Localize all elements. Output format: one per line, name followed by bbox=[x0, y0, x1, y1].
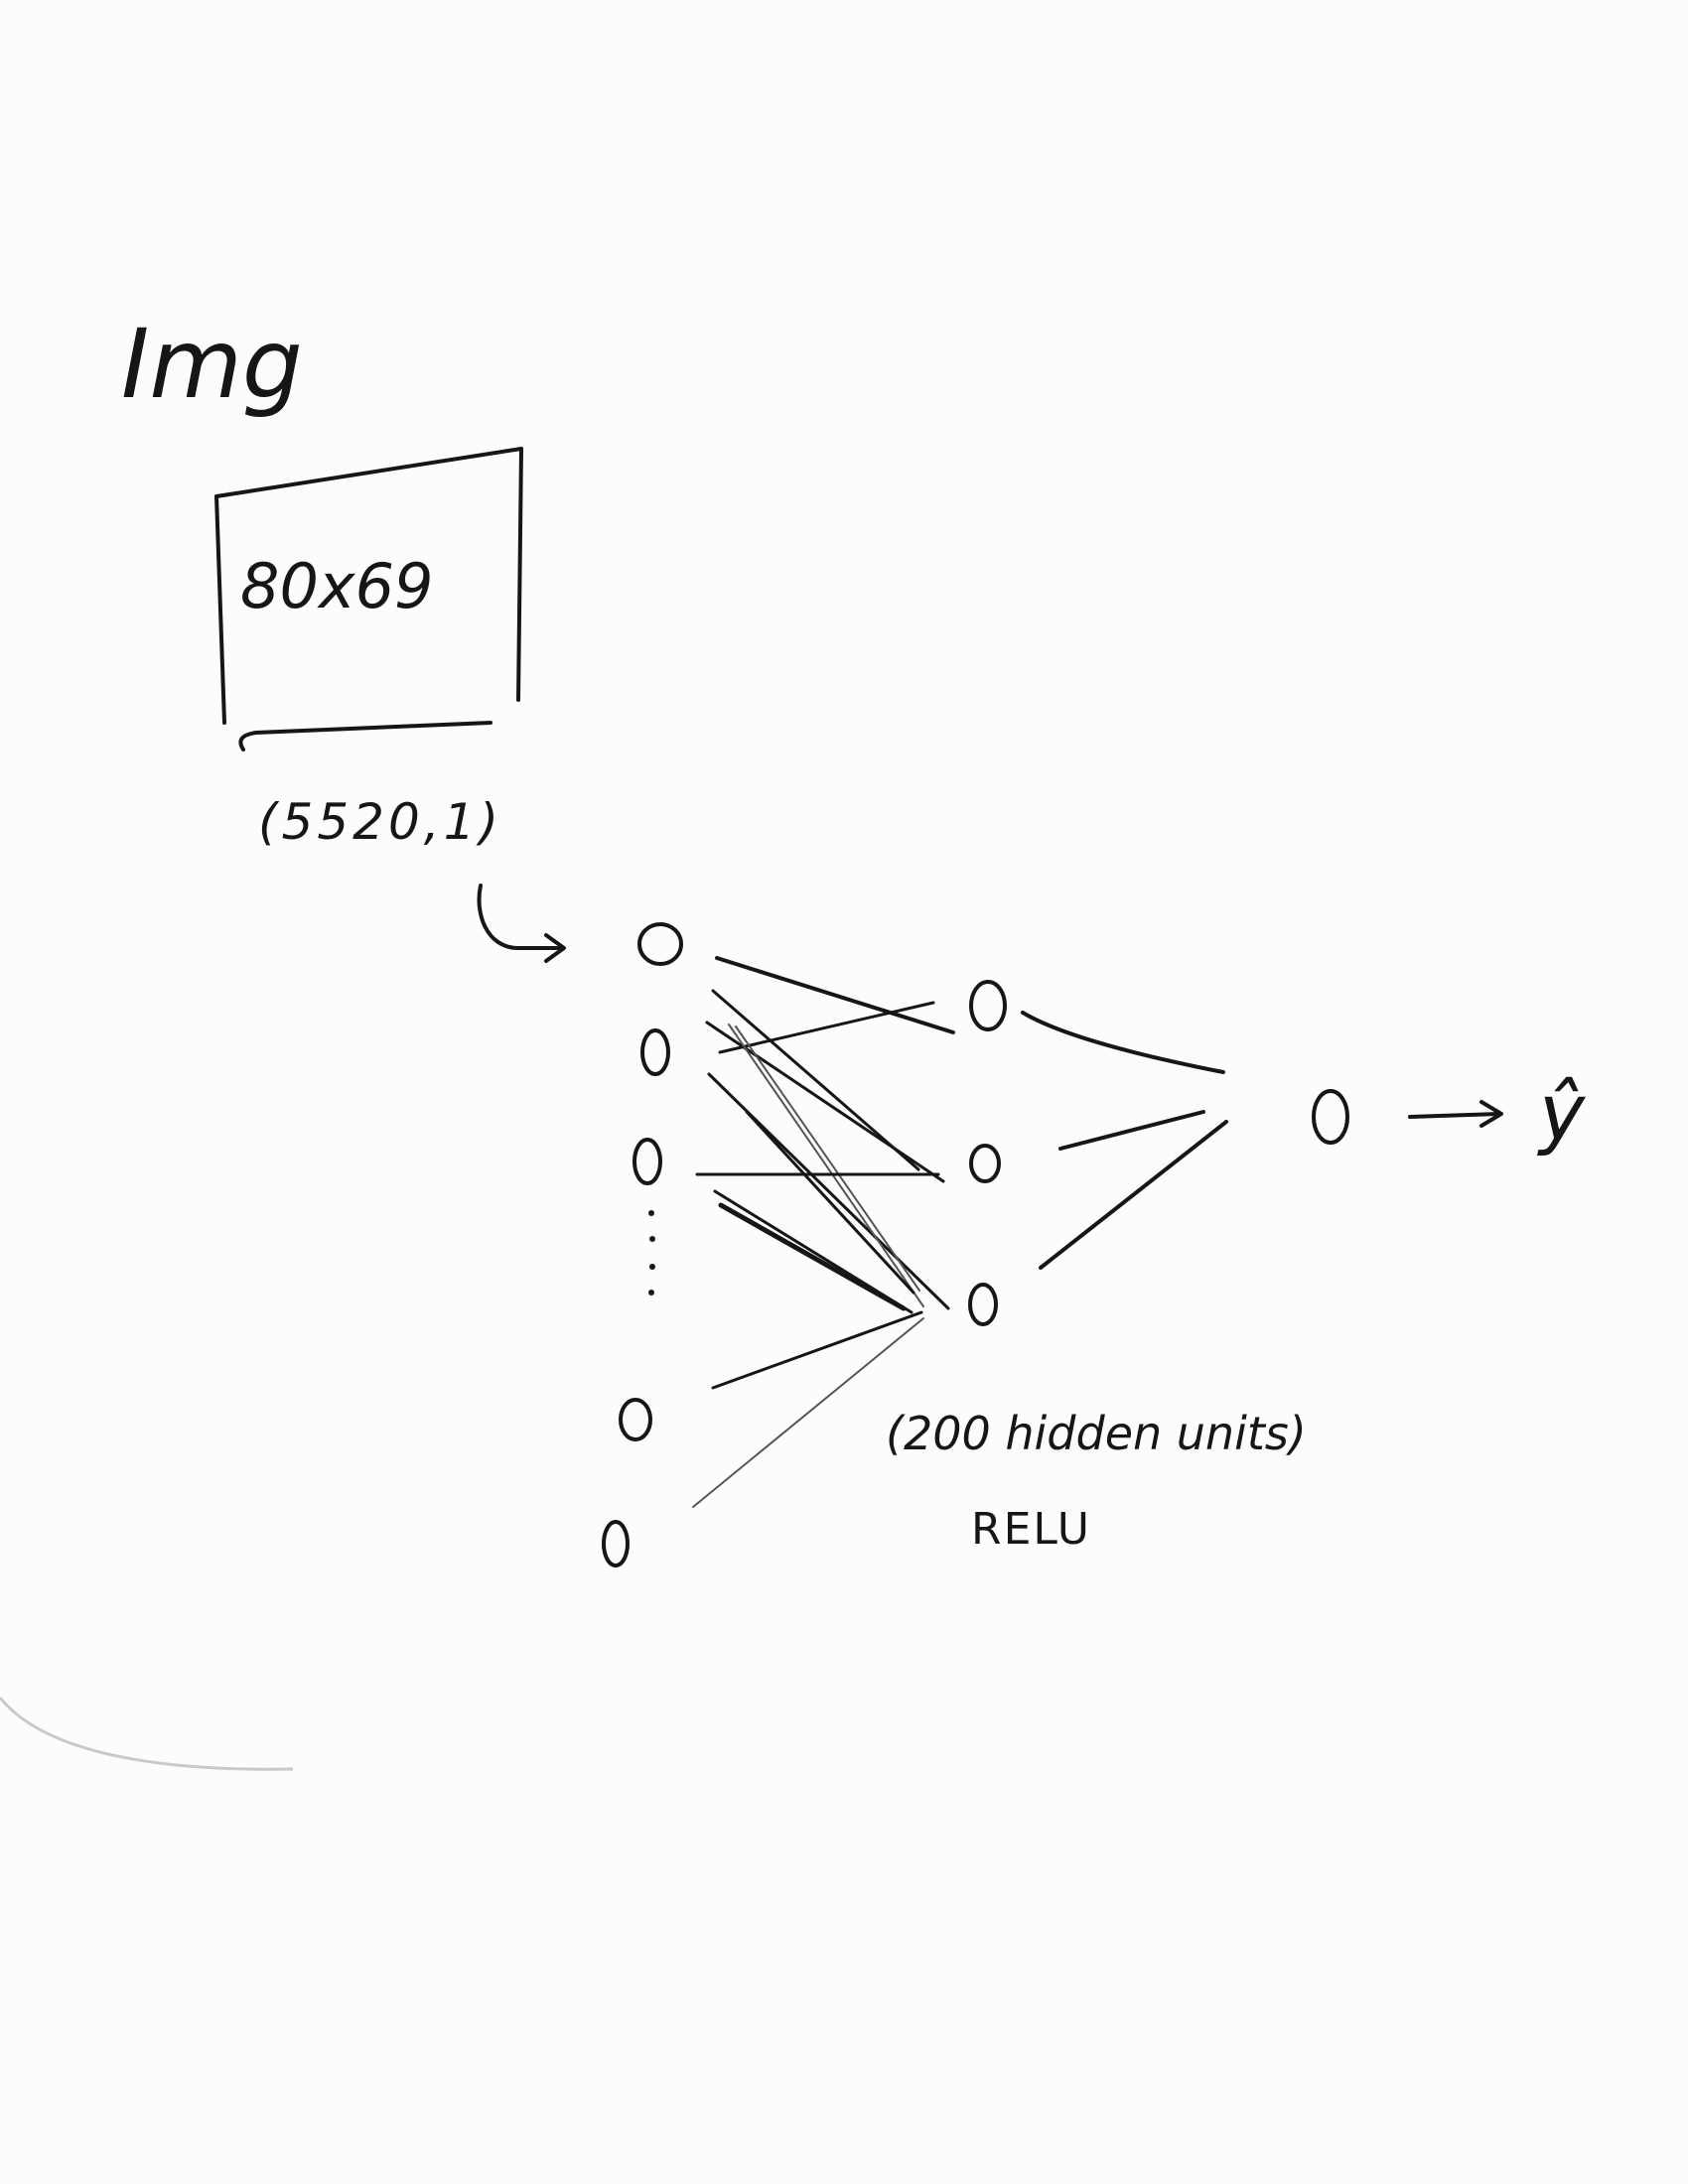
input-node bbox=[602, 1520, 630, 1568]
input-ellipsis bbox=[648, 1210, 655, 1296]
input-node bbox=[640, 1028, 670, 1076]
hidden-node bbox=[968, 1283, 998, 1326]
output-arrow bbox=[1408, 1112, 1501, 1119]
output-node bbox=[1312, 1089, 1349, 1145]
image-box bbox=[214, 447, 523, 751]
hidden-node bbox=[969, 1144, 1001, 1183]
activation-label: RELU bbox=[971, 1504, 1091, 1555]
output-label: ŷ bbox=[1537, 1069, 1587, 1159]
input-node bbox=[637, 922, 683, 966]
output-arrow-head bbox=[1479, 1100, 1503, 1128]
input-node bbox=[633, 1138, 662, 1185]
input-hidden-connections bbox=[692, 956, 955, 1508]
input-node bbox=[619, 1398, 652, 1441]
hidden-output-connections bbox=[1021, 1011, 1228, 1270]
hidden-node bbox=[969, 980, 1007, 1031]
input-title: Img bbox=[121, 309, 303, 420]
input-layer bbox=[602, 922, 683, 1568]
image-size-label: 80x69 bbox=[240, 550, 433, 622]
hidden-layer bbox=[968, 980, 1007, 1326]
hidden-units-label: (200 hidden units) bbox=[886, 1407, 1307, 1460]
input-arrow-head bbox=[544, 933, 566, 963]
input-arrow bbox=[477, 884, 563, 950]
page-curl-mark bbox=[0, 1697, 294, 1771]
vector-shape-label: (5520,1) bbox=[258, 793, 502, 851]
